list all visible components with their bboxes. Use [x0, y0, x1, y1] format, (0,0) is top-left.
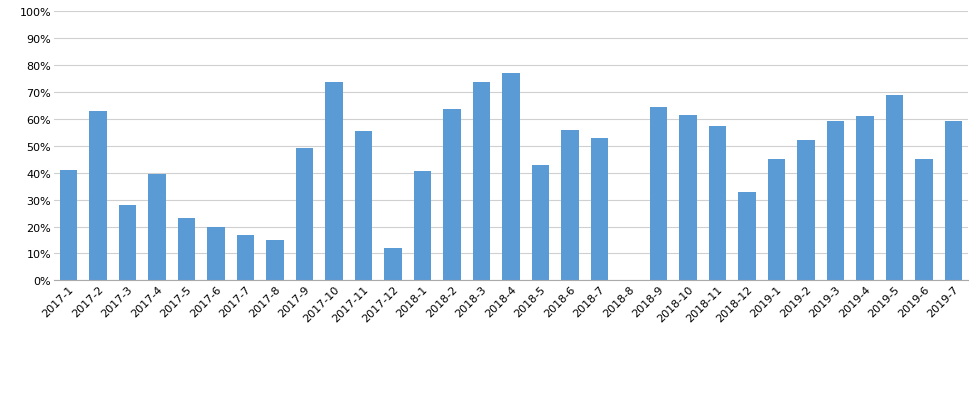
Bar: [826, 122, 843, 281]
Bar: [708, 126, 726, 281]
Bar: [207, 227, 225, 281]
Bar: [561, 130, 578, 281]
Bar: [149, 174, 166, 281]
Bar: [944, 122, 961, 281]
Bar: [89, 111, 106, 281]
Bar: [767, 160, 785, 281]
Bar: [413, 172, 431, 281]
Bar: [649, 107, 666, 281]
Bar: [295, 149, 313, 281]
Bar: [178, 219, 195, 281]
Bar: [324, 83, 343, 281]
Bar: [501, 74, 520, 281]
Bar: [678, 115, 697, 281]
Bar: [855, 117, 872, 281]
Bar: [531, 165, 549, 281]
Bar: [355, 132, 372, 281]
Bar: [384, 249, 402, 281]
Bar: [443, 110, 460, 281]
Bar: [266, 240, 283, 281]
Bar: [796, 141, 814, 281]
Bar: [914, 160, 932, 281]
Bar: [472, 83, 489, 281]
Bar: [60, 170, 77, 281]
Bar: [236, 235, 254, 281]
Bar: [118, 205, 136, 281]
Bar: [885, 95, 903, 281]
Bar: [590, 138, 608, 281]
Bar: [738, 192, 755, 281]
